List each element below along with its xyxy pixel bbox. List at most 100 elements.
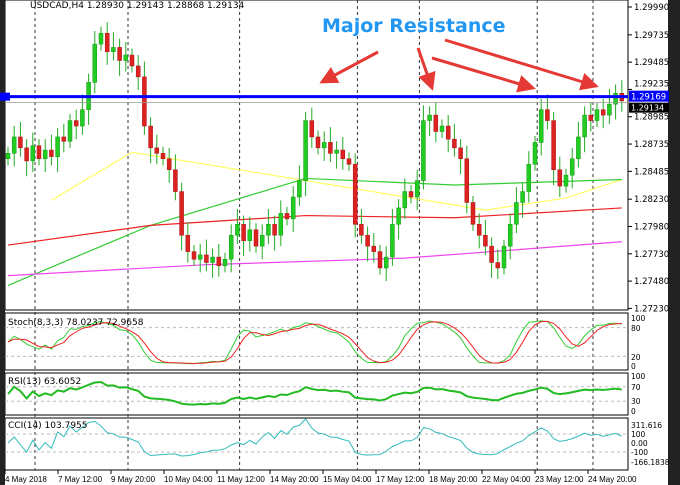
x-tick-label: 23 May 12:00 xyxy=(535,475,584,484)
candle-body xyxy=(18,136,23,149)
cci-level-label: -166.1838 xyxy=(631,458,670,467)
chart-title: USDCAD,H4 1.28930 1.29143 1.28868 1.2913… xyxy=(30,1,245,11)
red-arrow xyxy=(416,47,436,91)
candle-body xyxy=(594,109,600,121)
candle-body xyxy=(489,245,494,263)
candle-body xyxy=(92,43,98,83)
stoch-main-line xyxy=(7,320,622,365)
candle-body xyxy=(222,259,228,267)
candle-body xyxy=(551,120,556,170)
stoch-label: Stoch(8,3,3) 78.0237 72.9658 xyxy=(8,318,144,328)
candle-body xyxy=(563,174,569,187)
y-tick-label: 1.29235 xyxy=(634,79,669,89)
candle-body xyxy=(532,142,538,165)
indicator-panels: 1008020010070300311.6161000.00-100-166.1… xyxy=(7,314,670,467)
cci-level-label: 0.00 xyxy=(631,439,648,448)
candle-body xyxy=(600,109,606,116)
candle-body xyxy=(445,125,451,140)
candle-body xyxy=(582,114,587,138)
x-tick-label: 15 May 04:00 xyxy=(323,475,372,484)
candle-body xyxy=(104,32,110,53)
y-tick-label: 1.27480 xyxy=(634,277,669,287)
stoch-signal-line xyxy=(7,320,622,364)
candle-body xyxy=(160,153,166,160)
candle-body xyxy=(458,147,463,160)
rsi-panel xyxy=(4,372,629,416)
price-axis: 1.29990 1.29735 1.29485 1.29235 1.28985 1.287… xyxy=(628,3,669,314)
rsi-level-label: 100 xyxy=(631,372,646,381)
y-tick-label: 1.28735 xyxy=(634,140,669,150)
x-tick-label: 9 May 20:00 xyxy=(111,475,156,484)
candle-body xyxy=(173,169,178,192)
red-arrow xyxy=(319,50,379,84)
candle-body xyxy=(73,120,79,127)
candle-body xyxy=(210,256,215,263)
candle-body xyxy=(49,149,54,157)
moving-average-line xyxy=(7,241,622,277)
candle-body xyxy=(520,191,525,203)
cci-level-label: -100 xyxy=(631,448,648,457)
candle-body xyxy=(197,254,203,260)
candle-body xyxy=(309,120,315,138)
cci-panel xyxy=(4,417,629,471)
red-arrow xyxy=(431,56,536,93)
x-tick-label: 10 May 04:00 xyxy=(164,475,213,484)
candle-body xyxy=(383,256,389,269)
right-border xyxy=(668,0,680,485)
annotation-arrows xyxy=(319,38,599,93)
candle-body xyxy=(135,65,141,78)
candle-body xyxy=(67,120,73,142)
candle-body xyxy=(427,114,432,121)
candle-body xyxy=(179,191,184,236)
x-tick-label: 7 May 12:00 xyxy=(58,475,103,484)
candle-body xyxy=(55,136,60,157)
candle-body xyxy=(61,136,67,142)
candle-body xyxy=(613,93,618,105)
y-tick-label: 1.27730 xyxy=(634,250,669,260)
candle-body xyxy=(371,245,377,252)
stoch-level-label: 80 xyxy=(631,324,641,333)
candle-body xyxy=(365,234,370,247)
major-resistance-label: Major Resistance xyxy=(322,15,506,37)
candles xyxy=(5,22,625,282)
resistance-handle xyxy=(0,92,10,101)
candle-body xyxy=(111,47,116,53)
y-tick-label: 1.28230 xyxy=(634,195,669,205)
candle-body xyxy=(557,169,563,187)
candle-body xyxy=(328,142,333,154)
candle-body xyxy=(545,109,550,121)
candle-body xyxy=(315,136,321,149)
candle-body xyxy=(42,149,48,160)
x-tick-label: 14 May 20:00 xyxy=(270,475,319,484)
cci-level-label: 311.616 xyxy=(631,421,662,430)
candle-body xyxy=(514,202,519,225)
left-border xyxy=(0,0,5,485)
candle-body xyxy=(470,202,476,225)
candle-body xyxy=(303,120,308,181)
stoch-level-label: 20 xyxy=(631,353,641,362)
candle-body xyxy=(588,114,594,121)
candle-body xyxy=(235,224,240,236)
candle-body xyxy=(216,256,222,267)
candle-body xyxy=(154,147,160,154)
y-tick-label: 1.27980 xyxy=(634,222,669,232)
resistance-price-label: 1.29169 xyxy=(631,93,666,103)
candle-body xyxy=(433,114,439,132)
rsi-level-label: 30 xyxy=(631,397,641,406)
candle-body xyxy=(247,229,253,241)
y-tick-label: 1.27230 xyxy=(634,304,669,314)
candle-body xyxy=(142,76,147,127)
resistance-price-badge xyxy=(629,90,669,102)
x-tick-label: 11 May 12:00 xyxy=(217,475,265,484)
cci-line xyxy=(7,418,623,457)
cci-level-label: 100 xyxy=(631,430,646,439)
stoch-level-label: 100 xyxy=(631,314,646,323)
stoch-level-label: 0 xyxy=(631,362,636,371)
candle-body xyxy=(253,229,259,247)
candle-body xyxy=(80,109,85,127)
candle-body xyxy=(24,147,29,162)
x-tick-label: 24 May 20:00 xyxy=(588,475,637,484)
